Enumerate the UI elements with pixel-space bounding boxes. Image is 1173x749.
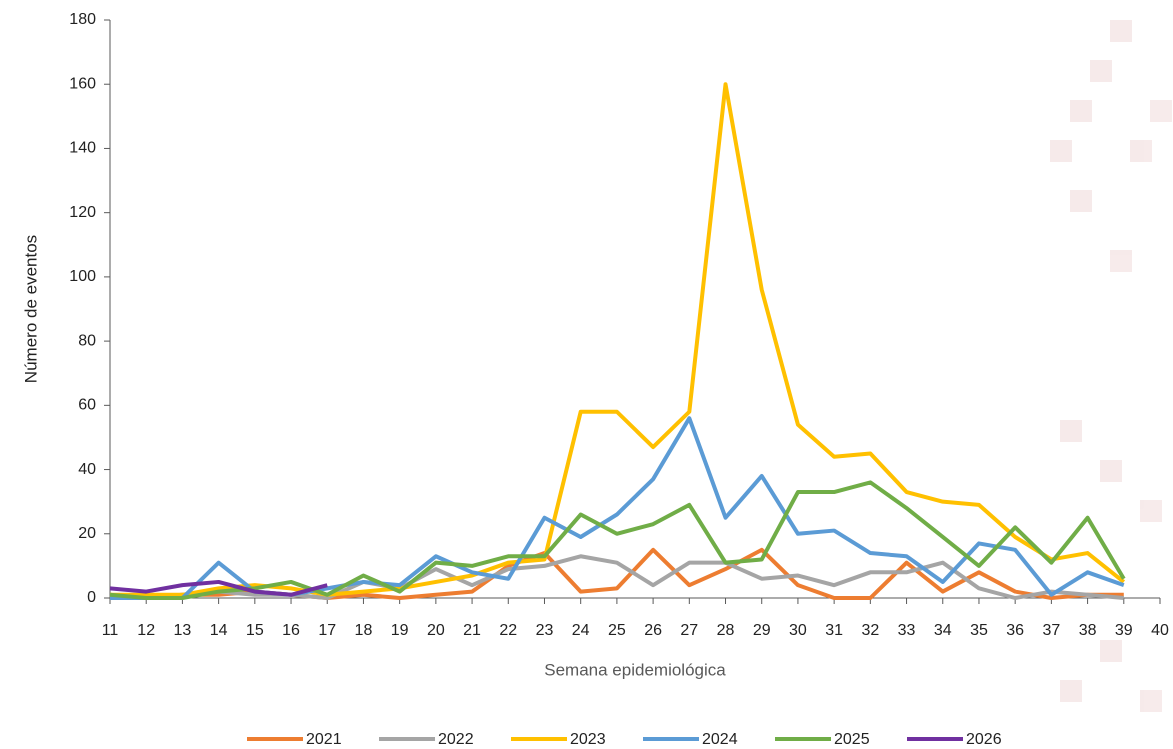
y-tick-label: 40 xyxy=(78,461,96,478)
y-tick-label: 100 xyxy=(69,268,96,285)
x-tick-label: 24 xyxy=(572,622,590,639)
y-tick-label: 160 xyxy=(69,75,96,92)
y-tick-label: 180 xyxy=(69,11,96,28)
series-line xyxy=(110,84,1124,595)
x-tick-label: 19 xyxy=(391,622,409,639)
x-tick-label: 26 xyxy=(644,622,662,639)
y-tick-label: 80 xyxy=(78,332,96,349)
series-line xyxy=(110,482,1124,598)
x-tick-label: 18 xyxy=(355,622,373,639)
x-tick-label: 33 xyxy=(898,622,916,639)
x-tick-label: 25 xyxy=(608,622,626,639)
x-tick-label: 15 xyxy=(246,622,264,639)
legend-label: 2025 xyxy=(834,731,870,748)
x-tick-label: 17 xyxy=(318,622,336,639)
chart: Número de eventos Semana epidemiológica … xyxy=(0,0,1173,749)
x-tick-label: 23 xyxy=(536,622,554,639)
legend-label: 2021 xyxy=(306,731,342,748)
x-tick-label: 37 xyxy=(1042,622,1060,639)
x-tick-label: 30 xyxy=(789,622,807,639)
x-tick-label: 31 xyxy=(825,622,843,639)
y-tick-label: 120 xyxy=(69,204,96,221)
x-tick-label: 11 xyxy=(102,622,119,639)
x-tick-label: 14 xyxy=(210,622,228,639)
background-pattern xyxy=(1050,20,1172,712)
y-tick-label: 0 xyxy=(87,589,96,606)
x-tick-label: 29 xyxy=(753,622,771,639)
y-tick-label: 60 xyxy=(78,397,96,414)
x-tick-label: 22 xyxy=(499,622,517,639)
x-tick-label: 35 xyxy=(970,622,988,639)
x-tick-label: 39 xyxy=(1115,622,1133,639)
x-tick-label: 20 xyxy=(427,622,445,639)
x-tick-label: 36 xyxy=(1006,622,1024,639)
series-line xyxy=(110,418,1124,598)
x-tick-label: 21 xyxy=(463,622,481,639)
x-tick-label: 38 xyxy=(1079,622,1097,639)
x-tick-label: 28 xyxy=(717,622,735,639)
y-tick-label: 20 xyxy=(78,525,96,542)
x-tick-label: 40 xyxy=(1151,622,1169,639)
legend-label: 2022 xyxy=(438,731,474,748)
y-axis-title: Número de eventos xyxy=(21,235,40,383)
x-tick-label: 32 xyxy=(861,622,879,639)
x-tick-label: 12 xyxy=(137,622,155,639)
legend-label: 2026 xyxy=(966,731,1002,748)
x-axis-title: Semana epidemiológica xyxy=(544,660,726,679)
legend-label: 2023 xyxy=(570,731,606,748)
legend-label: 2024 xyxy=(702,731,738,748)
x-tick-label: 16 xyxy=(282,622,300,639)
y-tick-label: 140 xyxy=(69,140,96,157)
x-tick-label: 27 xyxy=(680,622,698,639)
x-tick-label: 13 xyxy=(174,622,192,639)
x-tick-label: 34 xyxy=(934,622,952,639)
